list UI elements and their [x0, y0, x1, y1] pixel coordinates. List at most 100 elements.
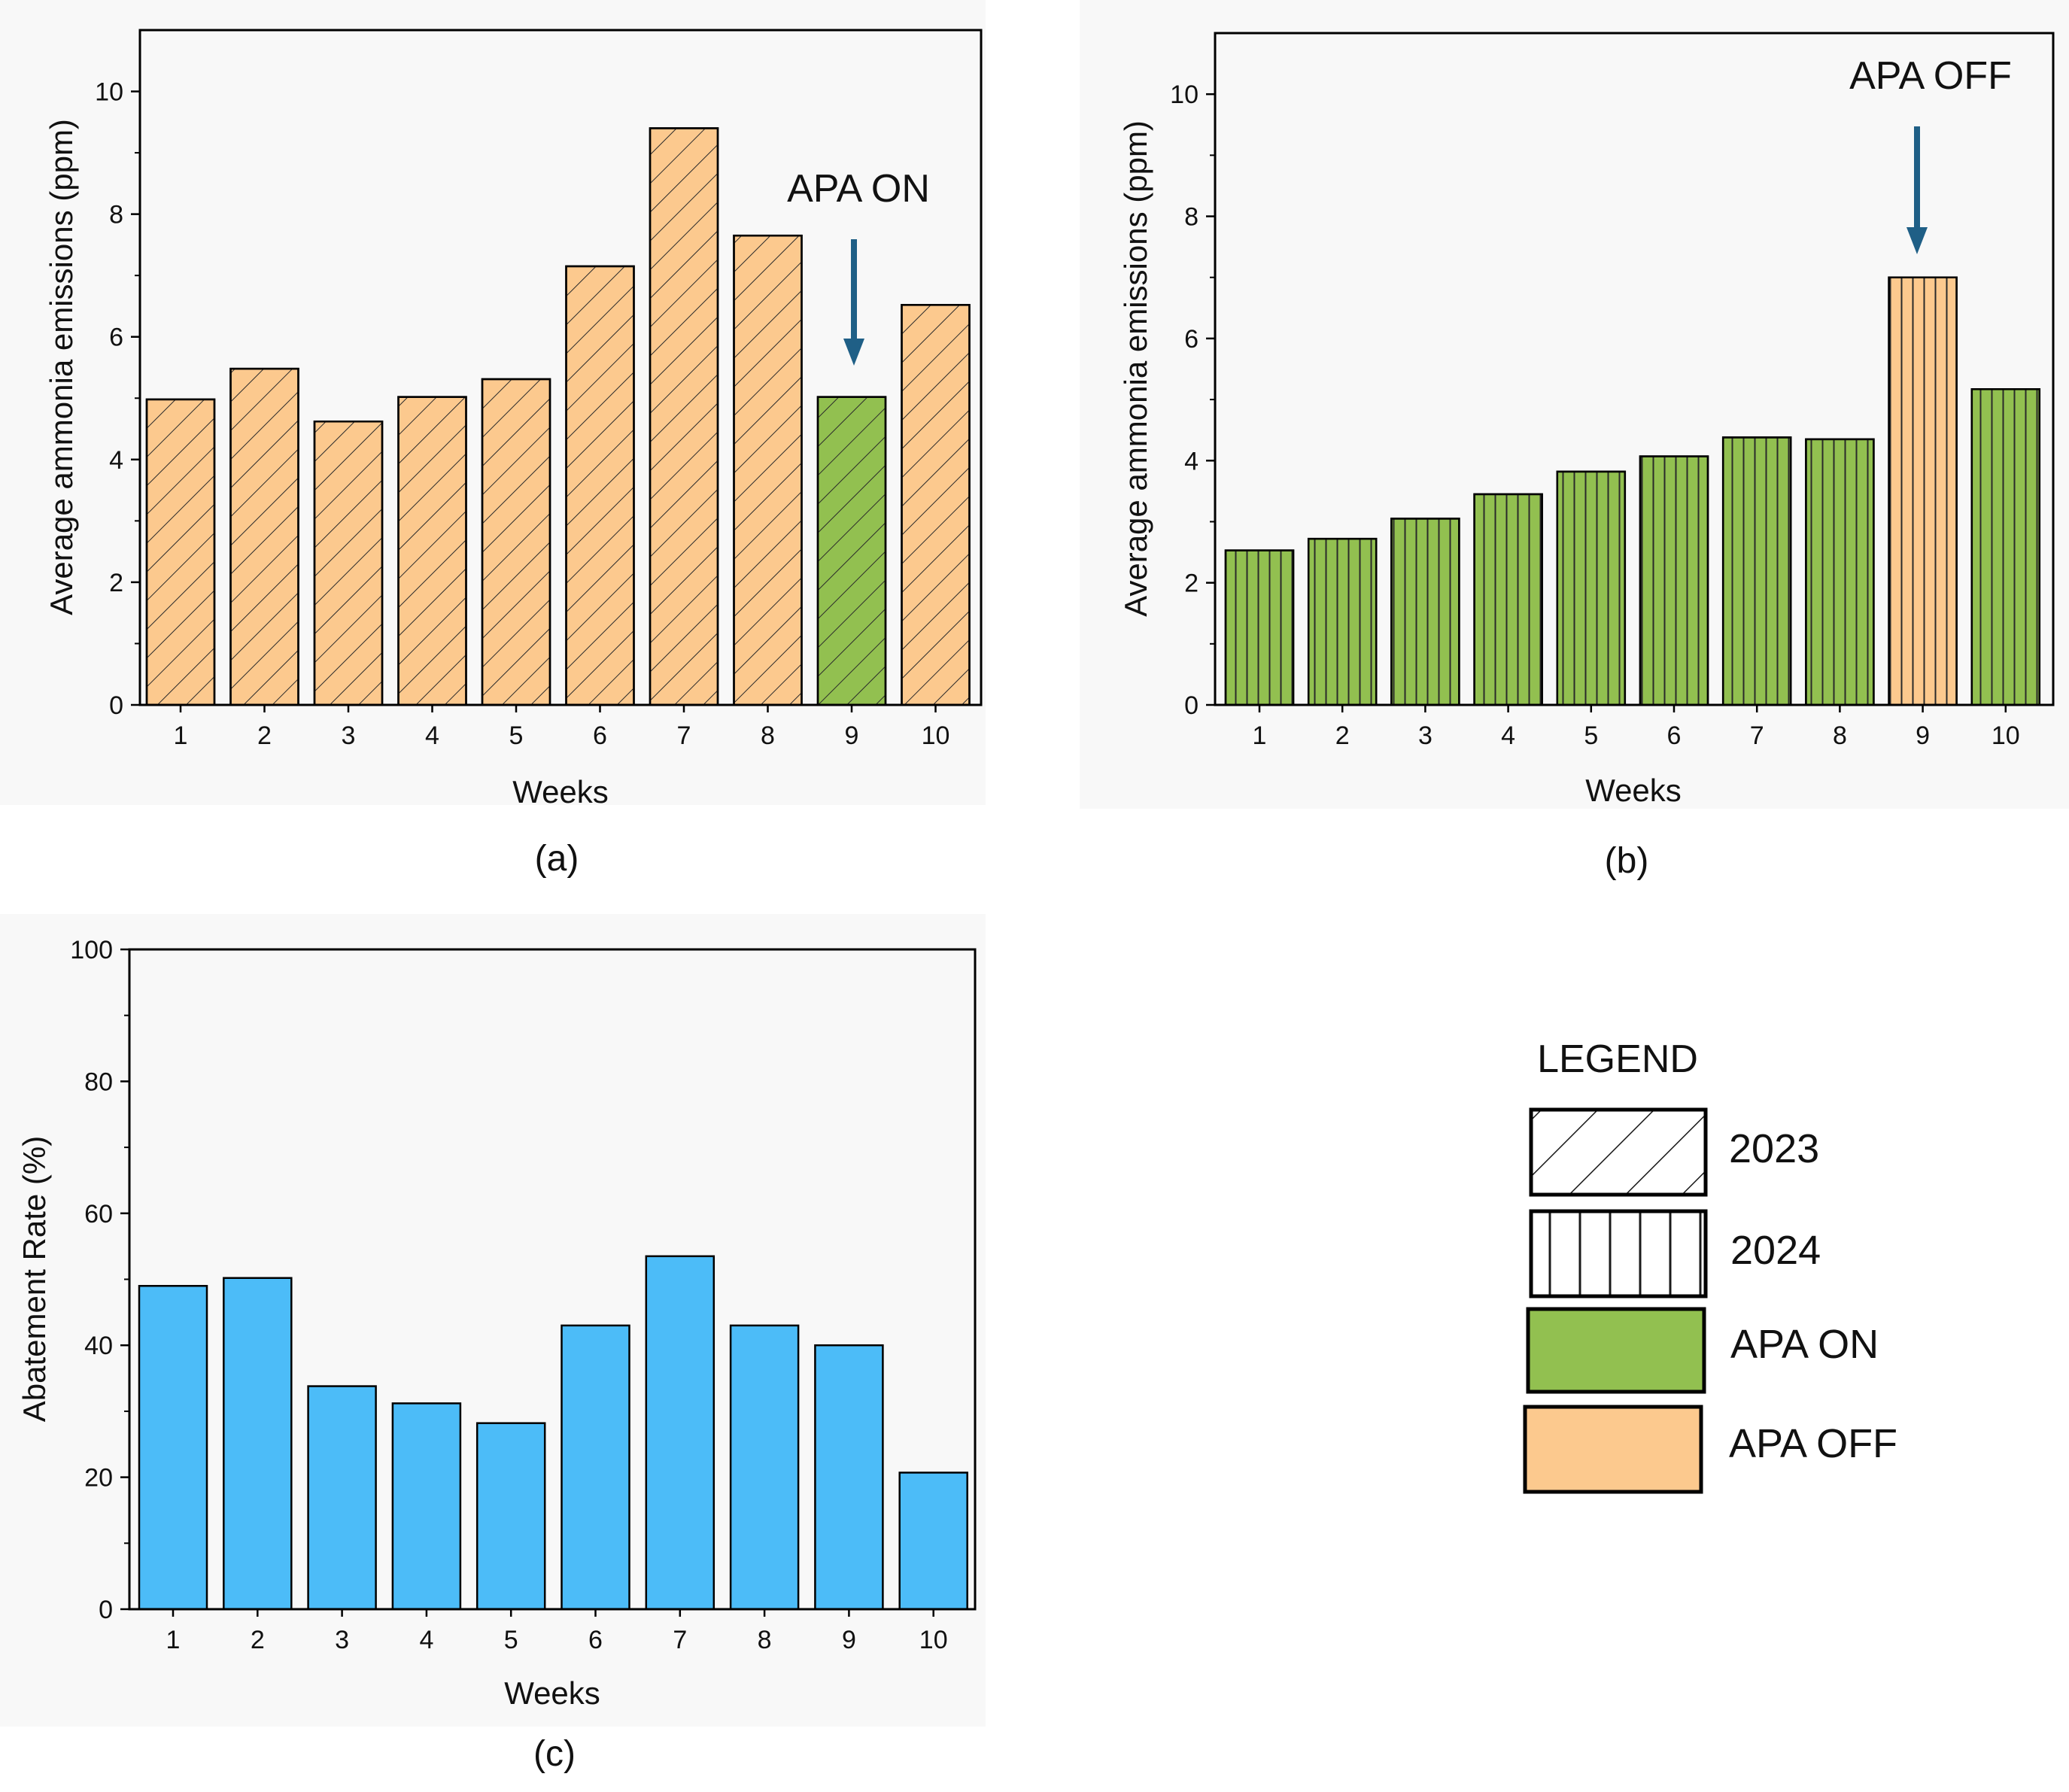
bar-hatch [565, 265, 635, 706]
x-tick-label: 6 [593, 721, 607, 750]
bars-b [1224, 276, 2041, 706]
x-tick-label: 2 [1335, 721, 1350, 750]
y-tick-label: 80 [84, 1068, 113, 1096]
plot-frame-b [1214, 32, 2055, 706]
bar [391, 1402, 462, 1611]
annotation-label: APA ON [787, 167, 930, 211]
y-tick-label: 8 [109, 201, 123, 229]
bar-hatch [1224, 549, 1295, 706]
bar [814, 1344, 884, 1611]
bars-a [145, 127, 971, 706]
annotation-label: APA OFF [1849, 54, 2012, 98]
y-tick-label: 0 [109, 691, 123, 720]
x-tick-label: 3 [335, 1626, 349, 1654]
bar [898, 1472, 968, 1611]
y-ticks-c: 0 20 40 60 80 100 [70, 936, 129, 1624]
legend-item-apa-on: APA ON [1526, 1307, 1879, 1394]
bar-hatch [1805, 438, 1875, 706]
bar-hatch [649, 127, 719, 706]
bar [645, 1255, 715, 1611]
x-axis-label: Weeks [1585, 773, 1682, 808]
y-ticks-b: 0 2 4 6 8 10 [1170, 80, 1215, 720]
legend-item-apa-off: APA OFF [1523, 1405, 1897, 1494]
panel-label-b: (b) [1605, 841, 1649, 881]
x-tick-label: 4 [425, 721, 439, 750]
bar [475, 1422, 546, 1611]
bar-hatch [481, 378, 551, 706]
bars-c [138, 1255, 968, 1611]
x-tick-label: 5 [504, 1626, 518, 1654]
bar-hatch [397, 396, 467, 706]
bar-hatch [1721, 436, 1792, 706]
y-axis-label: Abatement Rate (%) [17, 1136, 52, 1423]
bar-hatch [229, 367, 299, 706]
x-tick-label: 5 [1584, 721, 1598, 750]
x-tick-label: 8 [758, 1626, 772, 1654]
y-axis-label: Average ammonia emissions (ppm) [1118, 120, 1153, 617]
x-ticks-c: 1 2 3 4 5 6 7 8 9 10 [166, 1609, 948, 1654]
x-tick-label: 9 [1916, 721, 1930, 750]
bar [138, 1285, 208, 1611]
annotation-a: APA ON [787, 167, 930, 366]
y-ticks-a: 0 2 4 6 8 10 [95, 78, 140, 720]
y-tick-label: 8 [1184, 203, 1199, 232]
y-tick-label: 2 [1184, 569, 1199, 598]
x-tick-label: 4 [419, 1626, 433, 1654]
y-tick-label: 4 [109, 446, 123, 475]
legend-swatch-2023 [1529, 1107, 1708, 1197]
x-tick-label: 1 [174, 721, 188, 750]
y-tick-label: 6 [1184, 325, 1199, 354]
y-tick-label: 100 [70, 936, 113, 964]
bar-hatch [1556, 470, 1627, 706]
y-tick-label: 4 [1184, 447, 1199, 475]
bar-hatch [816, 396, 887, 706]
y-tick-label: 60 [84, 1200, 113, 1229]
y-tick-label: 0 [1184, 691, 1199, 720]
x-tick-label: 2 [257, 721, 272, 750]
bar-hatch [145, 398, 216, 706]
bar [307, 1385, 377, 1611]
x-tick-label: 8 [761, 721, 775, 750]
x-tick-label: 4 [1501, 721, 1515, 750]
x-tick-label: 5 [509, 721, 524, 750]
x-tick-label: 7 [677, 721, 691, 750]
panel-label-a: (a) [535, 839, 579, 879]
bar-hatch [313, 421, 384, 706]
legend-item-2023: 2023 [1529, 1107, 1819, 1197]
x-tick-label: 3 [342, 721, 356, 750]
y-tick-label: 10 [1170, 80, 1199, 109]
y-tick-label: 20 [84, 1464, 113, 1493]
x-tick-label: 9 [842, 1626, 856, 1654]
panel-label-c: (c) [533, 1734, 576, 1774]
legend-swatch-apa-off [1523, 1405, 1703, 1494]
bar-hatch [1390, 518, 1460, 706]
bar-hatch [901, 304, 971, 706]
bar [561, 1324, 630, 1611]
y-tick-label: 0 [99, 1596, 113, 1624]
bar [729, 1324, 800, 1611]
bar-hatch [1970, 388, 2041, 706]
y-tick-label: 40 [84, 1332, 113, 1360]
y-axis-label: Average ammonia emissions (ppm) [44, 119, 79, 615]
legend: LEGEND 2023 2024 APA ON APA OFF [1523, 1037, 1897, 1494]
chart-panel-c: 0 20 40 60 80 100 1 2 3 4 5 6 7 8 9 10 Abatement Rate … [0, 914, 986, 1727]
x-tick-label: 8 [1833, 721, 1847, 750]
x-tick-label: 6 [1667, 721, 1682, 750]
bar-hatch [1307, 537, 1378, 706]
x-tick-label: 7 [673, 1626, 687, 1654]
legend-item-2024: 2024 [1529, 1209, 1821, 1298]
bar-hatch [1888, 276, 1958, 706]
legend-label-2024: 2024 [1730, 1228, 1821, 1273]
legend-swatch-apa-on [1526, 1307, 1706, 1394]
legend-label-apa-on: APA ON [1730, 1322, 1879, 1367]
x-tick-label: 9 [845, 721, 859, 750]
plot-frame-c [128, 948, 977, 1611]
x-tick-label: 1 [1253, 721, 1267, 750]
x-tick-label: 1 [166, 1626, 181, 1654]
legend-label-apa-off: APA OFF [1729, 1421, 1897, 1466]
x-axis-label: Weeks [512, 774, 609, 809]
bar-hatch [733, 234, 803, 706]
bar-hatch [1639, 455, 1709, 706]
